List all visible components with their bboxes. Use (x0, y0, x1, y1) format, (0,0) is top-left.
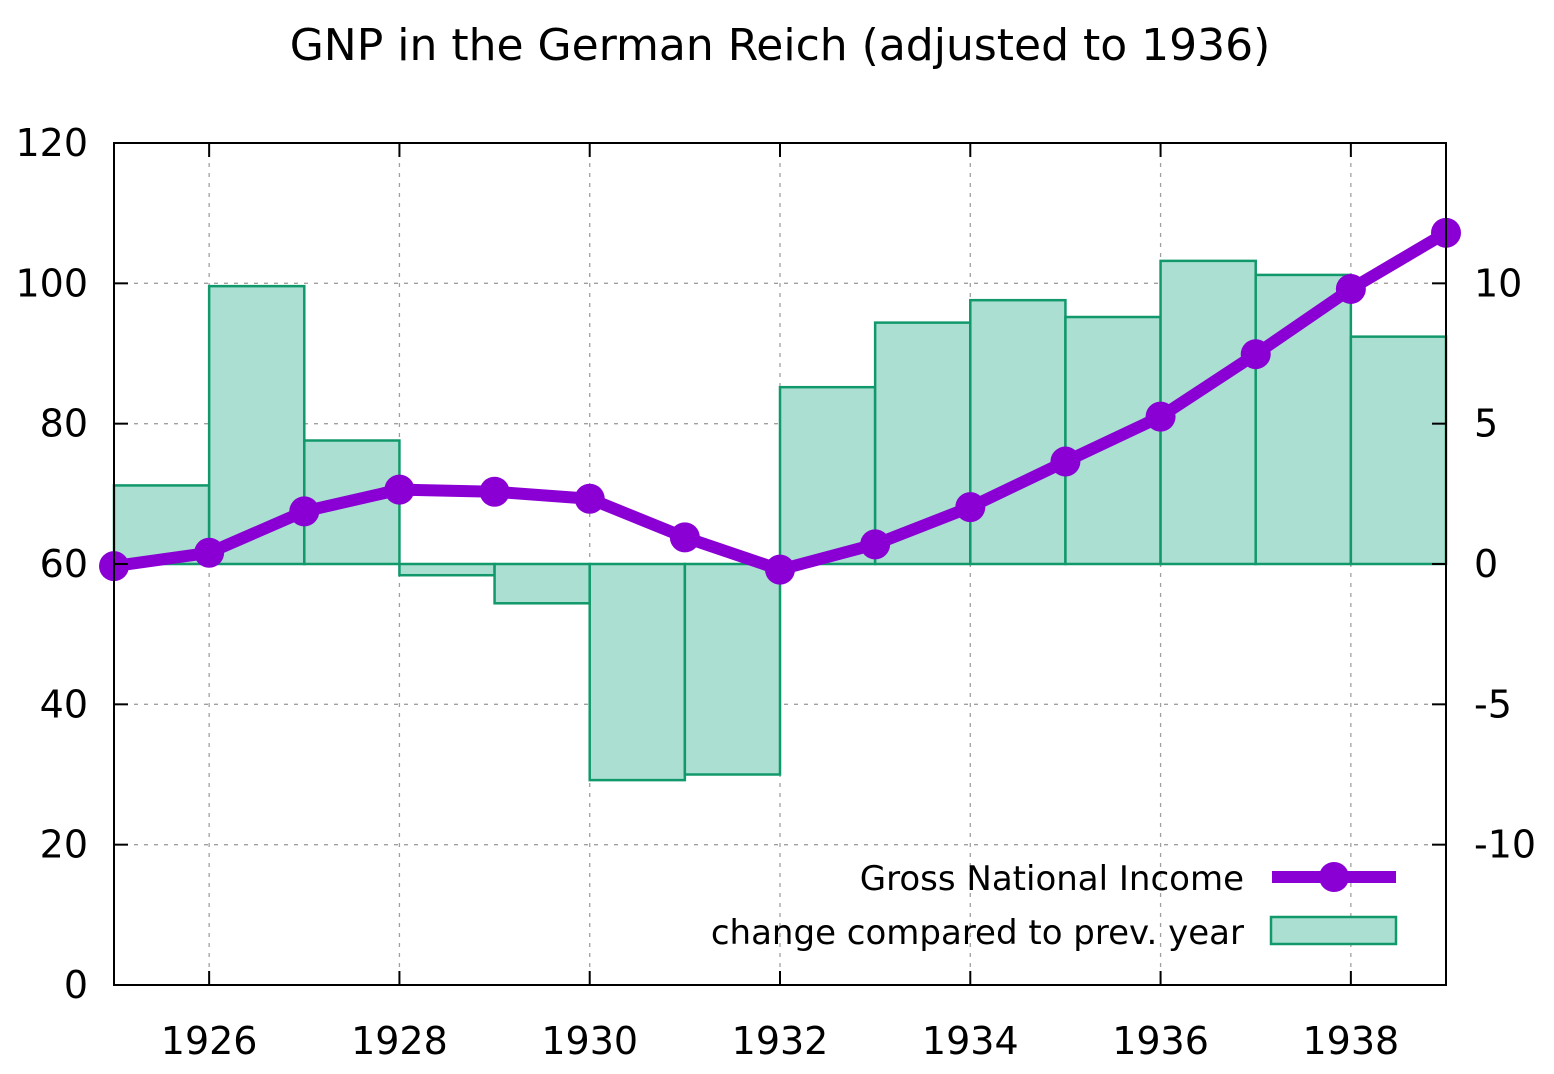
legend-label-bar: change compared to prev. year (711, 913, 1244, 953)
x-tick-label: 1928 (351, 1019, 448, 1063)
line-point (955, 492, 986, 523)
y-tick-label: 20 (40, 823, 88, 867)
line-point (1050, 446, 1081, 477)
x-tick-label: 1930 (541, 1019, 638, 1063)
line-point (860, 529, 891, 560)
bar (683, 562, 782, 776)
legend-swatch-marker (1319, 862, 1349, 892)
y-tick-label: 60 (40, 542, 88, 586)
bar (778, 385, 877, 566)
line-point (384, 474, 415, 505)
x-tick-label: 1932 (732, 1019, 829, 1063)
bar (588, 562, 687, 782)
line-point (289, 496, 320, 527)
y-tick-label: 120 (15, 121, 88, 165)
y-tick-label: 80 (40, 402, 88, 446)
line-point (765, 554, 795, 585)
x-tick-label: 1936 (1112, 1019, 1209, 1063)
x-tick-label: 1938 (1302, 1019, 1399, 1063)
line-series (99, 217, 1461, 585)
line-point (194, 537, 225, 568)
legend-label-line: Gross National Income (860, 859, 1244, 899)
chart-title: GNP in the German Reich (adjusted to 193… (290, 20, 1271, 71)
y2-tick-label: -10 (1474, 823, 1536, 867)
y-tick-label: 100 (15, 261, 88, 305)
y2-tick-label: 10 (1474, 261, 1522, 305)
line-point (1335, 273, 1366, 304)
y-tick-label: 40 (40, 682, 88, 726)
x-tick-label: 1926 (161, 1019, 258, 1063)
line-point (574, 483, 605, 514)
line-point (669, 522, 700, 553)
bar (1349, 335, 1448, 566)
y2-tick-label: -5 (1474, 682, 1512, 726)
bar (493, 562, 591, 605)
bar (969, 298, 1067, 566)
y2-tick-label: 5 (1474, 402, 1498, 446)
legend-swatch-bar (1269, 915, 1398, 946)
x-tick-label: 1934 (922, 1019, 1019, 1063)
line-point (479, 476, 510, 507)
bar (398, 562, 496, 577)
line-point (1240, 339, 1271, 370)
y2-tick-label: 0 (1474, 542, 1498, 586)
legend: Gross National Income change compared to… (711, 859, 1398, 953)
line-point (1145, 401, 1176, 432)
y-tick-label: 0 (64, 963, 88, 1007)
